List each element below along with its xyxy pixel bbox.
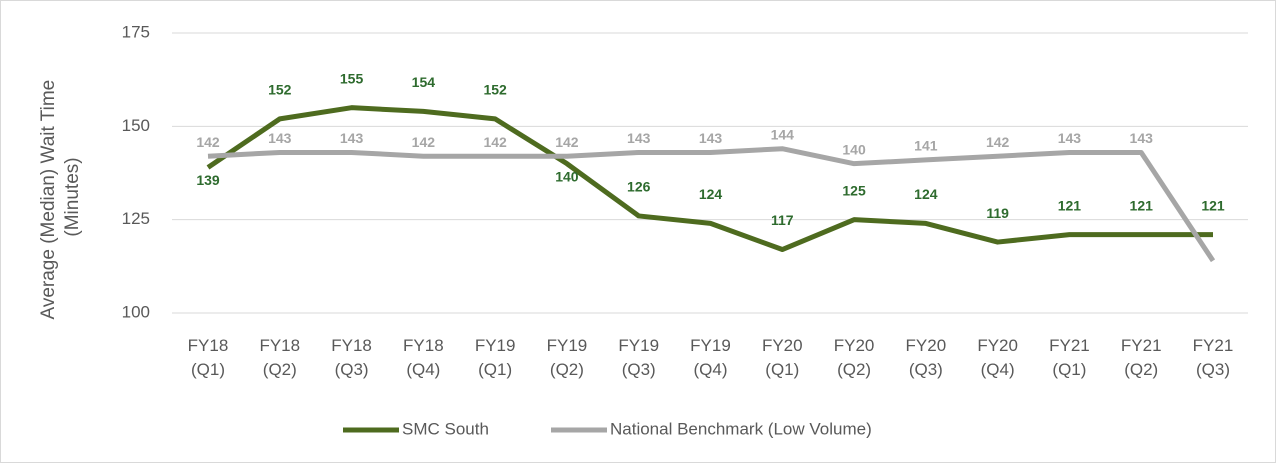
x-tick-label: FY19 (Q2)	[547, 336, 588, 379]
x-tick-label: FY20 (Q1)	[762, 336, 803, 379]
data-label: 142	[986, 134, 1010, 150]
x-tick-label: FY21 (Q1)	[1049, 336, 1090, 379]
x-tick-label: FY20 (Q4)	[977, 336, 1018, 379]
x-tick-label-line: FY19	[475, 336, 516, 355]
x-tick-label-line: (Q4)	[694, 360, 728, 379]
x-tick-label-line: (Q3)	[622, 360, 656, 379]
series-line	[206, 105, 1213, 253]
x-tick-label-line: FY21	[1121, 336, 1162, 355]
x-tick-label-line: (Q3)	[1196, 360, 1230, 379]
x-tick-label: FY21 (Q3)	[1193, 336, 1234, 379]
x-tick-label-line: FY20	[762, 336, 803, 355]
data-label: 152	[483, 82, 507, 98]
x-tick-label-line: (Q2)	[263, 360, 297, 379]
x-tick-label: FY18 (Q4)	[403, 336, 444, 379]
x-tick-label: FY18 (Q1)	[188, 336, 229, 379]
x-tick-label-line: FY19	[690, 336, 731, 355]
x-tick-label: FY21 (Q2)	[1121, 336, 1162, 379]
data-label: 142	[555, 134, 579, 150]
data-label: 124	[699, 186, 723, 202]
y-tick-label: 100	[122, 302, 150, 321]
data-label: 117	[771, 212, 794, 228]
data-label: 142	[412, 134, 436, 150]
data-label: 141	[914, 138, 938, 154]
x-tick-label: FY20 (Q3)	[906, 336, 947, 379]
x-tick-label: FY19 (Q3)	[618, 336, 659, 379]
x-tick-label-line: FY18	[403, 336, 444, 355]
data-label: 125	[842, 182, 866, 198]
data-label: 143	[1058, 130, 1082, 146]
x-tick-label-line: (Q1)	[765, 360, 799, 379]
legend-label: National Benchmark (Low Volume)	[610, 419, 872, 438]
data-label: 143	[268, 130, 292, 146]
data-label: 121	[1058, 197, 1082, 213]
y-tick-label: 125	[122, 209, 150, 228]
data-label: 140	[555, 168, 579, 184]
data-label: 124	[914, 186, 938, 202]
data-label: 154	[412, 74, 436, 90]
x-tick-label-line: FY21	[1049, 336, 1090, 355]
data-label: 143	[1130, 130, 1154, 146]
x-tick-label-line: (Q4)	[981, 360, 1015, 379]
y-tick-label: 175	[122, 22, 150, 41]
x-tick-label-line: FY20	[977, 336, 1018, 355]
x-tick-label: FY20 (Q2)	[834, 336, 875, 379]
x-tick-label-line: FY20	[906, 336, 947, 355]
y-axis-label: Average (Median) Wait Time (Minutes)	[38, 75, 83, 320]
x-tick-label-line: FY20	[834, 336, 875, 355]
x-tick-label-line: FY18	[188, 336, 229, 355]
series-line	[207, 146, 1216, 263]
data-label: 119	[986, 205, 1009, 221]
data-label: 121	[1201, 197, 1225, 213]
x-tick-label-line: (Q3)	[335, 360, 369, 379]
x-tick-label-line: (Q2)	[837, 360, 871, 379]
y-axis-label-line: Average (Median) Wait Time	[38, 80, 59, 320]
x-tick-label: FY19 (Q4)	[690, 336, 731, 379]
data-label: 152	[268, 82, 292, 98]
data-label: 144	[771, 126, 795, 142]
x-tick-label-line: FY19	[547, 336, 588, 355]
data-label: 143	[340, 130, 364, 146]
x-tick-label-line: (Q2)	[550, 360, 584, 379]
data-label: 121	[1130, 197, 1154, 213]
x-tick-label: FY19 (Q1)	[475, 336, 516, 379]
x-tick-label-line: (Q1)	[1052, 360, 1086, 379]
x-tick-label-line: (Q3)	[909, 360, 943, 379]
x-tick-label-line: (Q1)	[478, 360, 512, 379]
y-tick-label: 150	[122, 116, 150, 135]
data-label: 140	[842, 141, 866, 157]
data-label: 143	[699, 130, 723, 146]
data-label: 143	[627, 130, 651, 146]
x-tick-label-line: (Q1)	[191, 360, 225, 379]
x-tick-label-line: FY18	[259, 336, 300, 355]
x-tick-label-line: (Q4)	[406, 360, 440, 379]
x-tick-label-line: (Q2)	[1124, 360, 1158, 379]
data-label: 142	[196, 134, 220, 150]
x-tick-label: FY18 (Q2)	[259, 336, 300, 379]
legend-label: SMC South	[402, 419, 489, 438]
data-label: 142	[483, 134, 507, 150]
x-tick-label-line: FY19	[618, 336, 659, 355]
x-tick-label-line: FY18	[331, 336, 372, 355]
x-tick-label: FY18 (Q3)	[331, 336, 372, 379]
data-label: 126	[627, 179, 651, 195]
x-tick-label-line: FY21	[1193, 336, 1234, 355]
data-label: 155	[340, 70, 364, 86]
y-axis-label-line: (Minutes)	[62, 157, 83, 236]
data-label: 139	[196, 172, 220, 188]
